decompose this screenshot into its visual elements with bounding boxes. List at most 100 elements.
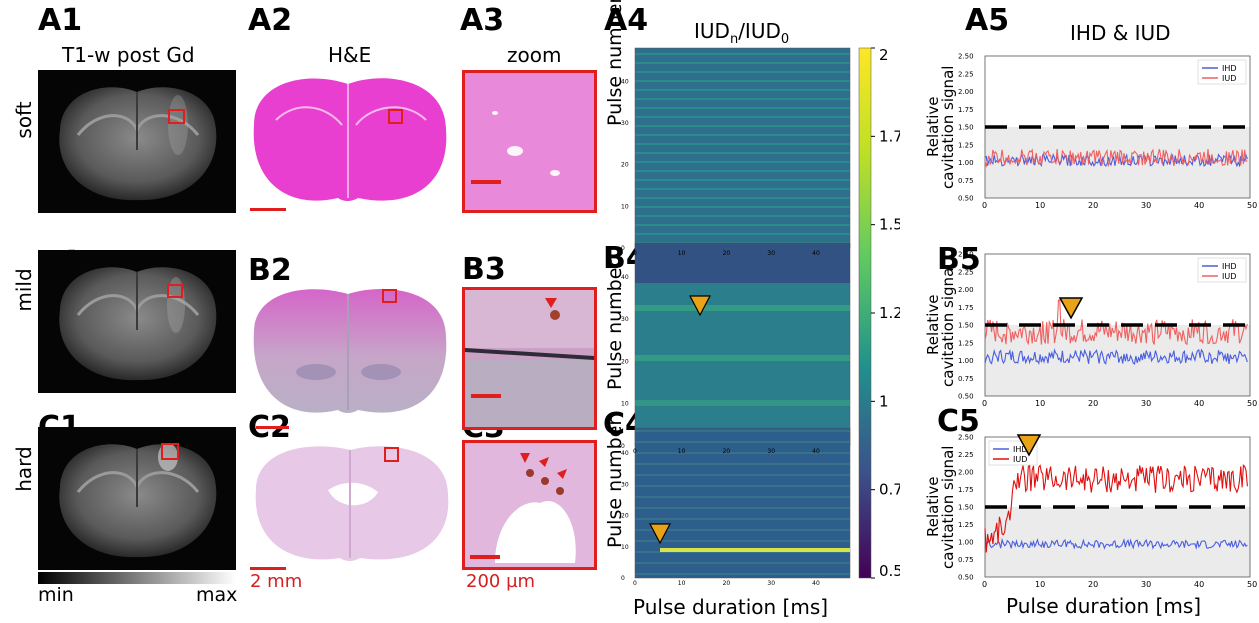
signal-ytick-label: 0.75 bbox=[958, 177, 974, 185]
signal-xtick-label: 30 bbox=[1141, 399, 1151, 408]
colorbar-tick-label: 1 bbox=[879, 392, 889, 410]
he-image-hard bbox=[248, 440, 454, 570]
heatmap-a4 bbox=[634, 47, 851, 249]
below-threshold-region bbox=[985, 507, 1250, 577]
roi-box bbox=[384, 447, 399, 462]
signal-xtick-label: 20 bbox=[1088, 399, 1098, 408]
heatmap-xtick-label: 10 bbox=[678, 250, 686, 257]
signal-xtick-label: 10 bbox=[1035, 399, 1045, 408]
hemorrhage-arrow bbox=[545, 298, 557, 308]
legend-box bbox=[1197, 59, 1247, 85]
series-line-ihd bbox=[984, 348, 1248, 365]
signal-ylabel-line2: cavitation signal bbox=[939, 66, 957, 189]
hemorrhage-arrow-2 bbox=[539, 457, 549, 467]
heatmap-xtick-label: 40 bbox=[812, 250, 820, 257]
heatmap-marker-b4 bbox=[689, 295, 711, 317]
heatmap-xtick-label: 0 bbox=[633, 448, 637, 455]
he-image-soft bbox=[246, 70, 452, 213]
mri-image-hard bbox=[38, 427, 236, 570]
column-title-he: H&E bbox=[328, 43, 372, 67]
signal-ylabel-line2: cavitation signal bbox=[939, 264, 957, 387]
signal-xtick-label: 30 bbox=[1141, 201, 1151, 210]
signal-ytick-label: 0.50 bbox=[958, 393, 974, 401]
signal-xtick-label: 0 bbox=[982, 399, 987, 408]
series-line-iud bbox=[984, 464, 1248, 553]
panel-label-c5: C5 bbox=[937, 404, 980, 439]
signal-ytick-label: 0.75 bbox=[958, 556, 974, 564]
signal-xtick-label: 40 bbox=[1194, 580, 1204, 589]
heatmap-ytick-label: 0 bbox=[621, 443, 625, 450]
signal-ytick-label: 2.50 bbox=[958, 53, 974, 61]
signal-xtick-label: 10 bbox=[1035, 201, 1045, 210]
mri-image-soft bbox=[38, 70, 236, 213]
heatmap-ylabel-a4: Pulse number bbox=[604, 0, 626, 126]
signal-marker-c5 bbox=[1016, 434, 1042, 457]
column-title-heatmap: IUDn/IUD0 bbox=[694, 20, 789, 51]
heatmap-xtick-label: 30 bbox=[767, 448, 775, 455]
zoom-tissue-hard bbox=[495, 453, 576, 563]
he-brain-soft bbox=[253, 78, 447, 201]
heatmap-ytick-label: 40 bbox=[621, 450, 629, 457]
signal-xtick-label: 50 bbox=[1247, 399, 1257, 408]
heatmap-ytick-label: 10 bbox=[621, 203, 629, 210]
panel-label-a4: A4 bbox=[604, 3, 649, 38]
zoom-scalebar-mild bbox=[471, 394, 501, 398]
heatmap-title-main: IUD bbox=[694, 19, 730, 43]
series-line-iud bbox=[984, 299, 1248, 346]
heatmap-ytick-label: 0 bbox=[621, 245, 625, 252]
mri-brain-soft bbox=[59, 87, 217, 201]
signal-ytick-label: 2.25 bbox=[958, 451, 974, 459]
legend-iud-label: IUD bbox=[1222, 74, 1236, 83]
signal-ytick-label: 1.75 bbox=[958, 486, 974, 494]
heatmap-xtick-label: 40 bbox=[812, 580, 820, 587]
grayscale-colorbar bbox=[38, 572, 236, 584]
column-title-mri: T1-w post Gd bbox=[62, 43, 195, 67]
signal-xtick-label: 0 bbox=[982, 201, 987, 210]
signal-marker-b5 bbox=[1058, 297, 1084, 320]
he-scalebar-hard bbox=[250, 567, 286, 570]
legend-box bbox=[1197, 257, 1247, 283]
series-line-ihd bbox=[984, 537, 1248, 550]
signal-ytick-label: 1.50 bbox=[958, 124, 974, 132]
legend-iud-label: IUD bbox=[1222, 272, 1236, 281]
signal-xtick-label: 40 bbox=[1194, 399, 1204, 408]
heatmap-xtick-label: 10 bbox=[678, 580, 686, 587]
heatmap-ytick-label: 30 bbox=[621, 316, 629, 323]
heatmap-axis-ticks: 40 30 20 10 0 0 10 20 30 40 40 30 20 10 0 0 10 20 30 40 40 30… bbox=[621, 78, 820, 587]
signal-ytick-label: 0.50 bbox=[958, 574, 974, 582]
signal-xtick-label: 20 bbox=[1088, 580, 1098, 589]
zoom-scale-label: 200 µm bbox=[466, 571, 536, 592]
heatmap-xtick-label: 10 bbox=[678, 448, 686, 455]
he-brain-mild bbox=[253, 289, 447, 413]
grayscale-max-label: max bbox=[196, 584, 238, 606]
signal-ytick-label: 2.00 bbox=[958, 88, 974, 96]
zoom-tissue-soft bbox=[492, 111, 560, 176]
heatmap-title-mid: /IUD bbox=[738, 19, 781, 43]
heatmap-b4 bbox=[634, 242, 851, 447]
panel-label-a1: A1 bbox=[38, 3, 83, 38]
signal-ytick-label: 1.75 bbox=[958, 106, 974, 114]
roi-box bbox=[161, 443, 179, 460]
signal-ylabel-line2: cavitation signal bbox=[939, 446, 957, 569]
signal-ylabel-line1: Relative bbox=[924, 97, 942, 158]
signal-xtick-label: 30 bbox=[1141, 580, 1151, 589]
roi-box bbox=[168, 109, 185, 124]
zoom-tissue-mild bbox=[465, 290, 594, 427]
legend-ihd-label: IHD bbox=[1222, 262, 1237, 271]
signal-plot-c5: 2.50 2.25 2.00 1.75 1.50 1.25 1.00 0.75 0.50 0 10 2… bbox=[924, 434, 1257, 590]
heatmap-ytick-label: 0 bbox=[621, 575, 625, 582]
heatmap-title-sub1: n bbox=[729, 32, 739, 47]
signal-xtick-label: 50 bbox=[1247, 580, 1257, 589]
he-image-mild bbox=[246, 282, 452, 425]
row-label-soft: soft bbox=[12, 101, 36, 139]
signal-ytick-label: 2.25 bbox=[958, 70, 974, 78]
signal-ytick-label: 1.00 bbox=[958, 357, 974, 365]
heatmap-ytick-label: 20 bbox=[621, 162, 629, 169]
colorbar-tick-label: 2 bbox=[879, 46, 889, 64]
heatmap-ytick-label: 40 bbox=[621, 274, 629, 281]
column-title-zoom: zoom bbox=[507, 43, 562, 67]
legend-ihd-label: IHD bbox=[1222, 64, 1237, 73]
panel-label-a3: A3 bbox=[460, 3, 505, 38]
signal-ytick-label: 1.50 bbox=[958, 322, 974, 330]
colorbar-tick-label: 0.75 bbox=[879, 481, 900, 499]
